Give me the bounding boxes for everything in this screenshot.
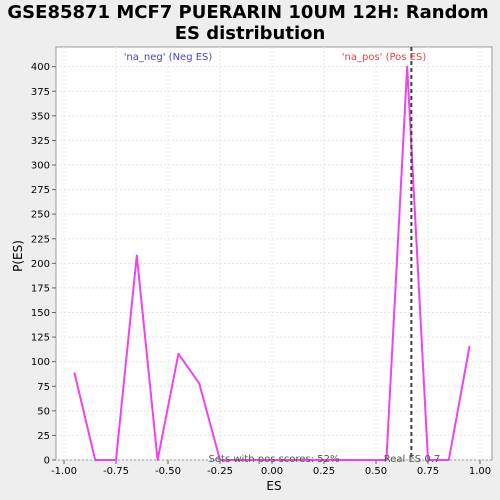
- y-tick-label: 200: [31, 259, 50, 270]
- y-tick-label: 350: [31, 111, 50, 122]
- real-es-label: Real ES 0.7: [384, 454, 440, 465]
- x-tick-label: 0.50: [365, 466, 387, 477]
- y-tick-label: 375: [31, 87, 50, 98]
- y-tick-label: 0: [44, 456, 50, 467]
- x-tick-label: 0.25: [313, 466, 335, 477]
- x-tick-label: 0.00: [261, 466, 283, 477]
- chart-title-line-2: ES distribution: [175, 23, 326, 44]
- x-tick-label: 1.00: [469, 466, 491, 477]
- y-tick-label: 250: [31, 210, 50, 221]
- neg-es-label: 'na_neg' (Neg ES): [124, 52, 213, 63]
- y-tick-label: 175: [31, 283, 50, 294]
- x-tick-label: 0.75: [417, 466, 439, 477]
- x-tick-label: -0.50: [155, 466, 181, 477]
- y-tick-label: 75: [37, 382, 50, 393]
- x-tick-label: -1.00: [51, 466, 77, 477]
- y-tick-label: 400: [31, 62, 50, 73]
- pos-es-label: 'na_pos' (Pos ES): [342, 52, 427, 63]
- y-tick-label: 125: [31, 333, 50, 344]
- y-tick-label: 25: [37, 431, 50, 442]
- y-tick-label: 325: [31, 136, 50, 147]
- x-axis-label: ES: [266, 479, 281, 493]
- y-tick-label: 300: [31, 161, 50, 172]
- y-tick-label: 50: [37, 406, 50, 417]
- sets-with-pos-scores-label: Sets with pos scores: 52%: [209, 454, 340, 465]
- y-tick-label: 100: [31, 357, 50, 368]
- chart-title-line-1: GSE85871 MCF7 PUERARIN 10UM 12H: Random: [7, 2, 488, 23]
- y-tick-label: 275: [31, 185, 50, 196]
- x-tick-label: -0.75: [103, 466, 129, 477]
- y-tick-label: 150: [31, 308, 50, 319]
- x-tick-label: -0.25: [207, 466, 233, 477]
- y-tick-label: 225: [31, 234, 50, 245]
- y-axis-label: P(ES): [11, 240, 25, 272]
